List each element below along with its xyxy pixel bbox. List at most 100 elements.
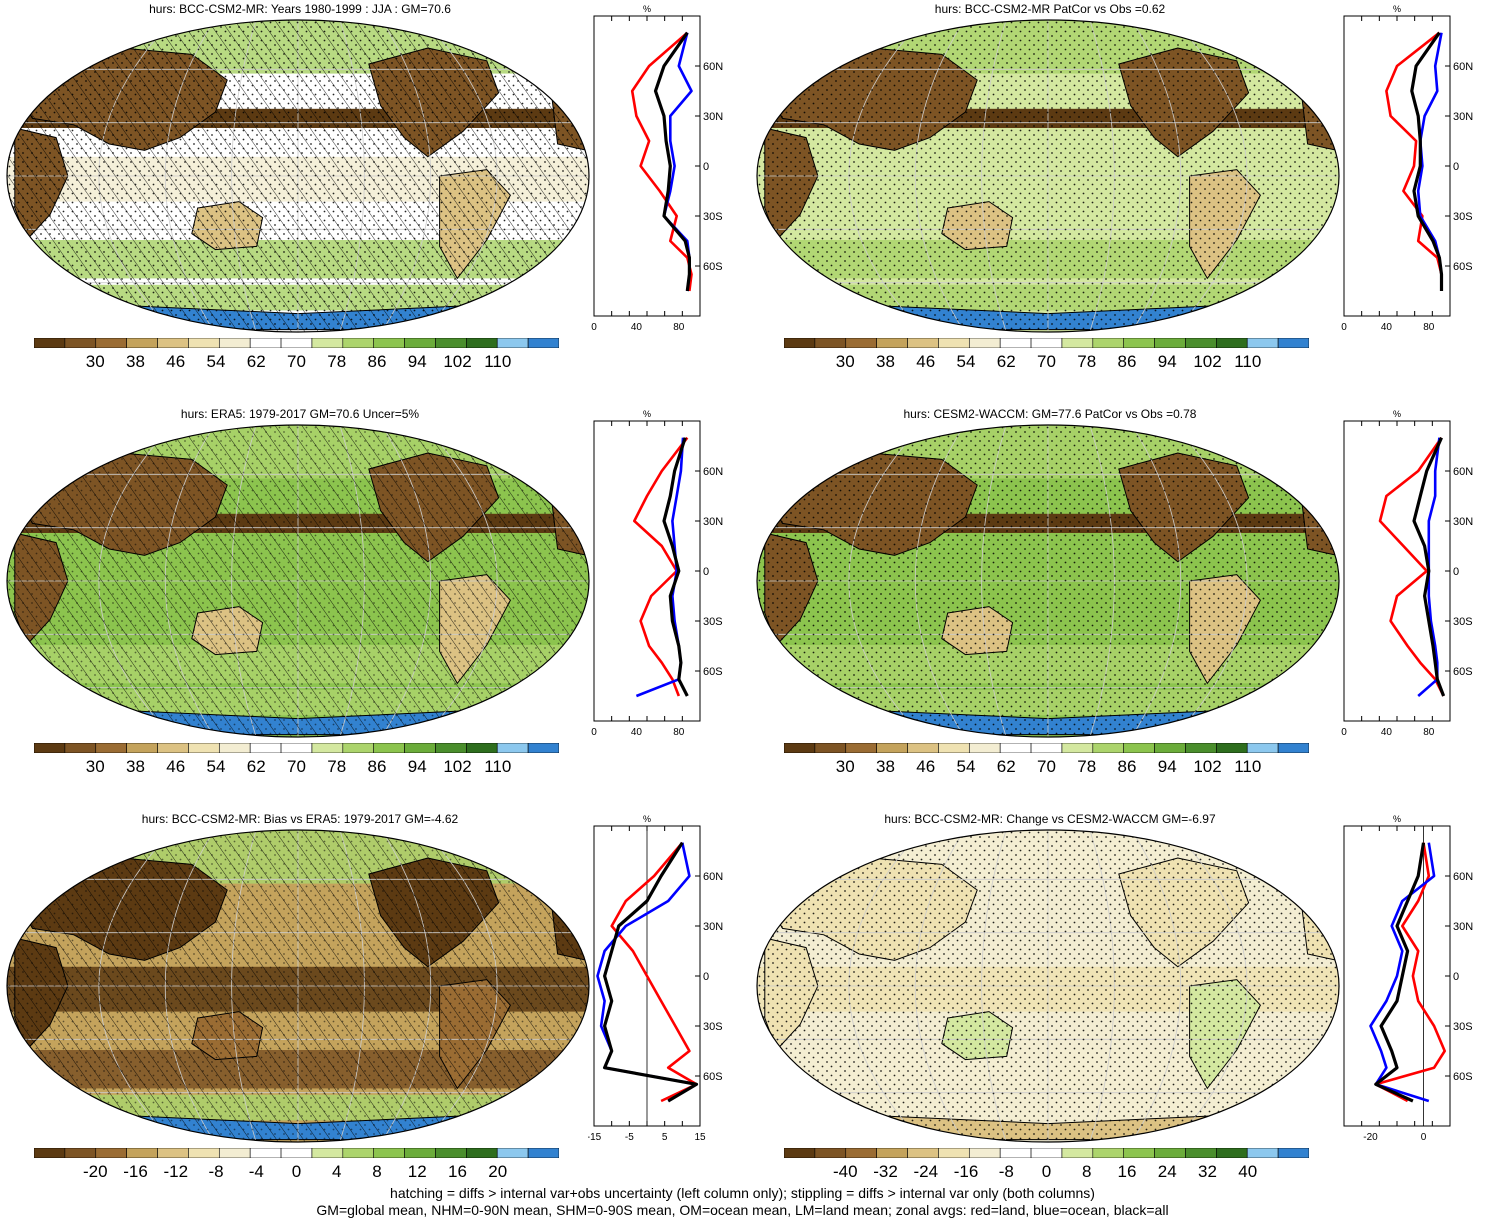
colorbar-label: 110 xyxy=(484,757,512,776)
zonal-mean-plot: % 60N 30N 0 30S 60S 0 40 80 xyxy=(591,4,723,333)
colorbar-label: 4 xyxy=(332,1162,342,1181)
panel-title: hurs: BCC-CSM2-MR: Change vs CESM2-WACCM… xyxy=(884,812,1216,826)
colorbar-swatch xyxy=(1154,338,1186,348)
zonal-lat-label: 30N xyxy=(703,921,723,933)
colorbar-swatch xyxy=(907,338,939,348)
zonal-x-label: 0 xyxy=(1341,727,1347,738)
zonal-x-label: -15 xyxy=(588,1132,602,1143)
colorbar-label: 70 xyxy=(1037,352,1056,371)
zonal-series-all xyxy=(603,841,699,1103)
colorbar-swatch xyxy=(876,743,908,753)
zonal-lat-label: 30S xyxy=(703,616,723,628)
zonal-mean-plot: % 60N 30N 0 30S 60S -15 -5 5 15 xyxy=(588,814,723,1143)
colorbar-label: 38 xyxy=(126,352,145,371)
colorbar-label: 30 xyxy=(85,757,105,776)
zonal-x-label: 80 xyxy=(1423,322,1435,333)
colorbar-swatch xyxy=(188,338,220,348)
zonal-lat-label: 0 xyxy=(703,566,709,578)
colorbar-swatch xyxy=(938,743,970,753)
zonal-x-label: 5 xyxy=(662,1132,668,1143)
colorbar-label: 8 xyxy=(1082,1162,1092,1181)
colorbar-label: 86 xyxy=(1117,352,1137,371)
colorbar-label: 54 xyxy=(956,757,976,776)
zonal-x-label: 80 xyxy=(673,322,685,333)
zonal-unit-label: % xyxy=(1393,409,1401,419)
panel-title: hurs: CESM2-WACCM: GM=77.6 PatCor vs Obs… xyxy=(903,407,1197,421)
panel-title: hurs: ERA5: 1979-2017 GM=70.6 Uncer=5% xyxy=(180,407,420,421)
panel-title: hurs: BCC-CSM2-MR PatCor vs Obs =0.62 xyxy=(934,2,1166,16)
colorbar-label: 12 xyxy=(407,1162,427,1181)
colorbar-swatch xyxy=(1216,743,1248,753)
zonal-series-land xyxy=(633,436,689,697)
colorbar-label: 0 xyxy=(1041,1162,1052,1181)
zonal-series-all xyxy=(662,437,689,697)
zonal-lat-label: 30N xyxy=(703,111,723,123)
zonal-lat-label: 60N xyxy=(1453,466,1473,478)
zonal-lat-label: 30S xyxy=(1453,616,1473,628)
zonal-lat-label: 30N xyxy=(1453,516,1473,528)
colorbar-swatch xyxy=(466,338,498,348)
zonal-lat-label: 30N xyxy=(1453,111,1473,123)
colorbar-swatch xyxy=(466,743,498,753)
colorbar-label: -12 xyxy=(163,1162,189,1181)
colorbar-swatch xyxy=(999,1148,1032,1158)
colorbar-labels: 30 38 46 54 62 70 78 86 94 102 110 xyxy=(784,352,1309,374)
colorbar-swatch xyxy=(1061,743,1094,753)
colorbar-swatch xyxy=(435,338,467,348)
colorbar-swatch xyxy=(907,1148,939,1158)
zonal-series-all xyxy=(1412,437,1446,697)
colorbar-label: -4 xyxy=(248,1162,264,1181)
colorbar-label: 94 xyxy=(407,352,427,371)
colorbar-swatch xyxy=(968,1148,1001,1158)
zonal-unit-label: % xyxy=(1393,814,1401,824)
zonal-lat-label: 0 xyxy=(703,161,709,173)
colorbar-swatch xyxy=(876,1148,908,1158)
colorbar-swatch xyxy=(814,338,847,348)
colorbar-swatch xyxy=(218,743,251,753)
zonal-lat-label: 0 xyxy=(1453,161,1459,173)
colorbar-swatch xyxy=(496,1148,529,1158)
colorbar-swatch xyxy=(1216,338,1248,348)
colorbar-label: 86 xyxy=(367,757,387,776)
colorbar-label: 40 xyxy=(1238,1162,1258,1181)
colorbar-label: -8 xyxy=(208,1162,224,1181)
colorbar-label: -8 xyxy=(998,1162,1014,1181)
colorbar-swatch xyxy=(126,743,158,753)
colorbar-label: 38 xyxy=(126,757,145,776)
colorbar-label: 16 xyxy=(448,1162,467,1181)
colorbar-label: 94 xyxy=(1157,757,1177,776)
map-p5 xyxy=(6,829,590,1143)
colorbar-swatch xyxy=(1030,338,1063,348)
colorbar-label: 46 xyxy=(166,352,186,371)
hatching-overlay xyxy=(7,425,589,737)
colorbar-swatch xyxy=(34,1148,66,1158)
colorbar-label: -16 xyxy=(953,1162,979,1181)
zonal-lat-label: 60S xyxy=(1453,1071,1473,1083)
colorbar-swatch xyxy=(845,338,877,348)
colorbar-label: 0 xyxy=(291,1162,302,1181)
colorbar-labels: 30 38 46 54 62 70 78 86 94 102 110 xyxy=(784,757,1309,779)
colorbar-swatch xyxy=(404,338,436,348)
colorbar-label: 102 xyxy=(1193,352,1222,371)
zonal-unit-label: % xyxy=(643,409,651,419)
colorbar xyxy=(34,1148,559,1158)
zonal-lat-label: 0 xyxy=(1453,971,1459,983)
colorbar-swatch xyxy=(64,743,97,753)
colorbar-swatch xyxy=(938,1148,970,1158)
colorbar-label: 110 xyxy=(1234,352,1262,371)
colorbar-label: 32 xyxy=(1198,1162,1217,1181)
zonal-lat-label: 30S xyxy=(1453,211,1473,223)
stippling-overlay xyxy=(757,20,1339,332)
colorbar-swatch xyxy=(845,743,877,753)
colorbar-swatch xyxy=(34,743,66,753)
colorbar-swatch xyxy=(157,743,189,753)
zonal-mean-plot: % 60N 30N 0 30S 60S 0 40 80 xyxy=(1341,4,1473,333)
zonal-lat-label: 30S xyxy=(703,211,723,223)
zonal-lat-label: 60N xyxy=(1453,871,1473,883)
zonal-x-label: 40 xyxy=(1381,322,1393,333)
colorbar-swatch xyxy=(1216,1148,1248,1158)
colorbar-swatch xyxy=(876,338,908,348)
zonal-x-label: 40 xyxy=(1381,727,1393,738)
map-frame xyxy=(6,19,590,333)
map-p3 xyxy=(6,424,590,738)
